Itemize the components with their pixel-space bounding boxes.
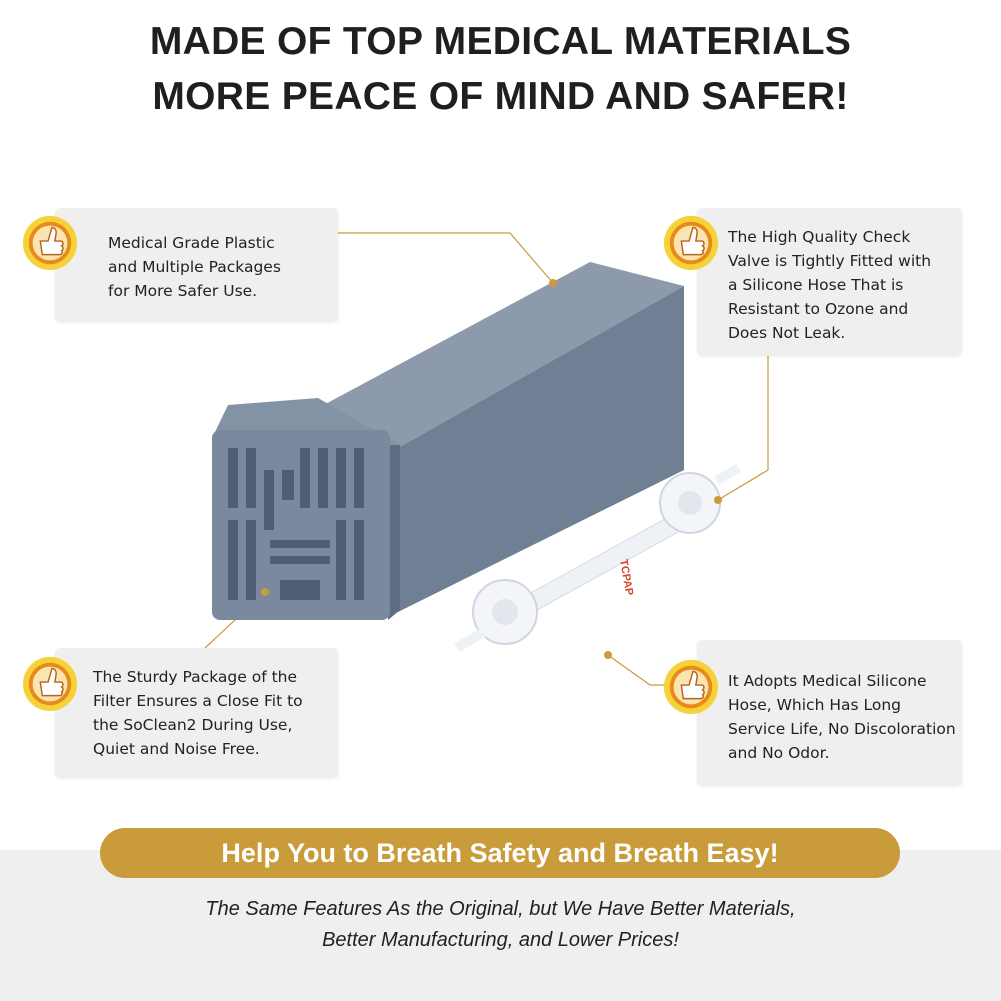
hose-label: TCPAP: [617, 558, 635, 596]
feature-line: the SoClean2 During Use,: [93, 716, 293, 734]
feature-box-2: The High Quality Check Valve is Tightly …: [697, 208, 962, 356]
feature-line: Hose, Which Has Long: [728, 696, 901, 714]
feature-line: The High Quality Check: [728, 228, 911, 246]
thumbs-up-icon: [663, 215, 719, 271]
feature-line: Medical Grade Plastic: [108, 234, 275, 252]
feature-text-3: The Sturdy Package of the Filter Ensures…: [93, 665, 303, 761]
feature-line: Valve is Tightly Fitted with: [728, 252, 932, 270]
filter-cartridge: [212, 262, 684, 620]
feature-line: The Sturdy Package of the: [93, 668, 298, 686]
feature-text-2: The High Quality Check Valve is Tightly …: [728, 225, 931, 345]
thumbs-up-icon: [663, 659, 719, 715]
feature-text-1: Medical Grade Plastic and Multiple Packa…: [108, 231, 281, 303]
feature-box-3: The Sturdy Package of the Filter Ensures…: [55, 648, 338, 778]
feature-line: Resistant to Ozone and: [728, 300, 909, 318]
feature-text-4: It Adopts Medical Silicone Hose, Which H…: [728, 669, 956, 765]
feature-line: Quiet and Noise Free.: [93, 740, 260, 758]
feature-line: and No Odor.: [728, 744, 830, 762]
footer-line-1: The Same Features As the Original, but W…: [205, 898, 796, 920]
headline-line-2: MORE PEACE OF MIND AND SAFER!: [152, 75, 849, 118]
thumbs-up-icon: [22, 656, 78, 712]
feature-line: It Adopts Medical Silicone: [728, 672, 927, 690]
feature-box-4: It Adopts Medical Silicone Hose, Which H…: [697, 640, 962, 786]
feature-line: Does Not Leak.: [728, 324, 846, 342]
slogan-banner: Help You to Breath Safety and Breath Eas…: [100, 828, 900, 878]
feature-line: a Silicone Hose That is: [728, 276, 904, 294]
check-valve-hose: TCPAP: [454, 464, 741, 659]
footer-line-2: Better Manufacturing, and Lower Prices!: [322, 929, 679, 951]
feature-line: Service Life, No Discoloration: [728, 720, 956, 738]
thumbs-up-icon: [22, 215, 78, 271]
feature-line: for More Safer Use.: [108, 282, 258, 300]
headline-line-1: MADE OF TOP MEDICAL MATERIALS: [149, 20, 852, 63]
feature-line: and Multiple Packages: [108, 258, 281, 276]
feature-line: Filter Ensures a Close Fit to: [93, 692, 303, 710]
feature-box-1: Medical Grade Plastic and Multiple Packa…: [55, 208, 338, 322]
